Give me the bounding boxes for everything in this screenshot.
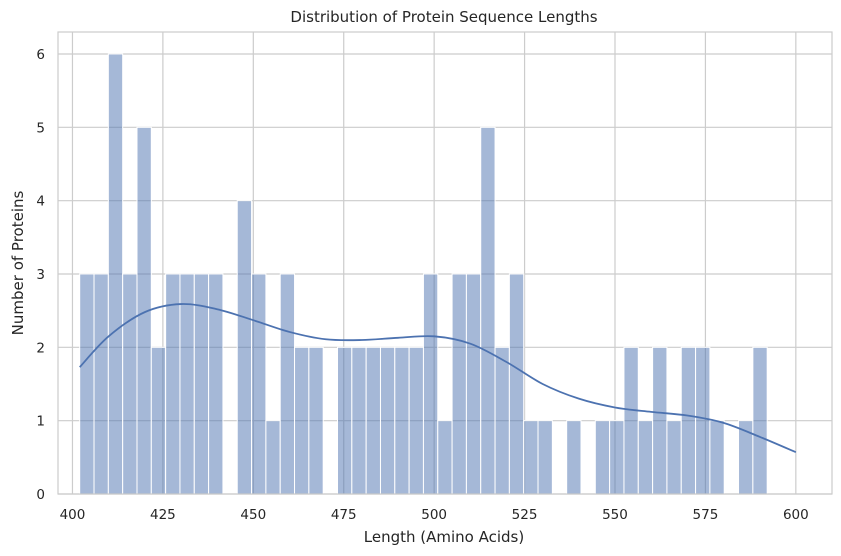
y-tick-label: 4 <box>36 194 45 210</box>
histogram-bar <box>351 346 367 495</box>
x-tick-label: 525 <box>512 507 538 523</box>
histogram-bar <box>236 200 253 495</box>
histogram-bars <box>79 53 768 495</box>
y-tick-label: 6 <box>36 47 45 63</box>
histogram-bar <box>265 420 281 495</box>
y-axis-label: Number of Proteins <box>9 190 27 335</box>
histogram-bar <box>609 420 625 495</box>
histogram-bar <box>179 273 195 495</box>
histogram-bar <box>465 273 482 495</box>
x-tick-label: 425 <box>150 507 176 523</box>
histogram-bar <box>107 53 124 495</box>
x-tick-label: 475 <box>331 507 357 523</box>
x-tick-label: 450 <box>240 507 266 523</box>
x-tick-label: 550 <box>602 507 628 523</box>
histogram-bar <box>666 420 682 495</box>
histogram-bar <box>379 346 396 495</box>
x-tick-labels: 400 425 450 475 500 525 550 575 600 <box>60 507 809 523</box>
histogram-bar <box>566 420 582 495</box>
plot-frame <box>57 31 833 495</box>
histogram-bar <box>308 346 324 495</box>
y-tick-label: 5 <box>36 120 45 136</box>
y-tick-labels: 0 1 2 3 4 5 6 <box>36 47 45 503</box>
histogram-bar <box>680 346 697 495</box>
histogram-bar <box>508 273 525 495</box>
chart-title: Distribution of Protein Sequence Lengths <box>290 8 597 26</box>
histogram-bar <box>623 346 639 495</box>
histogram-bar <box>93 273 109 495</box>
x-tick-label: 400 <box>60 507 86 523</box>
histogram-bar <box>709 420 725 495</box>
histogram-bar <box>394 346 410 495</box>
histogram-bar <box>451 273 467 495</box>
histogram-bar <box>523 420 539 495</box>
histogram-bar <box>279 273 296 495</box>
x-tick-label: 575 <box>693 507 719 523</box>
histogram-bar <box>408 346 424 495</box>
histogram-bar <box>122 273 138 495</box>
histogram-bar <box>594 420 611 495</box>
histogram-bar <box>165 273 181 495</box>
histogram-bar <box>294 346 310 495</box>
histogram-bar <box>637 420 654 495</box>
histogram-bar <box>752 346 768 495</box>
density-curve <box>79 303 797 454</box>
y-tick-label: 0 <box>36 487 45 503</box>
histogram-bar <box>422 273 439 495</box>
y-tick-label: 1 <box>36 414 45 430</box>
histogram-bar <box>437 420 453 495</box>
y-tick-label: 3 <box>36 267 45 283</box>
histogram-bar <box>494 346 510 495</box>
x-tick-label: 600 <box>783 507 809 523</box>
histogram-bar <box>480 126 496 495</box>
x-tick-label: 500 <box>421 507 447 523</box>
x-axis-label: Length (Amino Acids) <box>364 528 524 546</box>
histogram-bar <box>337 346 353 495</box>
histogram-bar <box>251 273 267 495</box>
kde-line <box>79 303 797 454</box>
histogram-bar <box>79 273 95 495</box>
histogram-bar <box>695 346 711 495</box>
histogram-bar <box>150 346 167 495</box>
histogram-bar <box>365 346 381 495</box>
y-tick-label: 2 <box>36 340 45 356</box>
histogram-bar <box>537 420 553 495</box>
histogram-bar <box>652 346 668 495</box>
